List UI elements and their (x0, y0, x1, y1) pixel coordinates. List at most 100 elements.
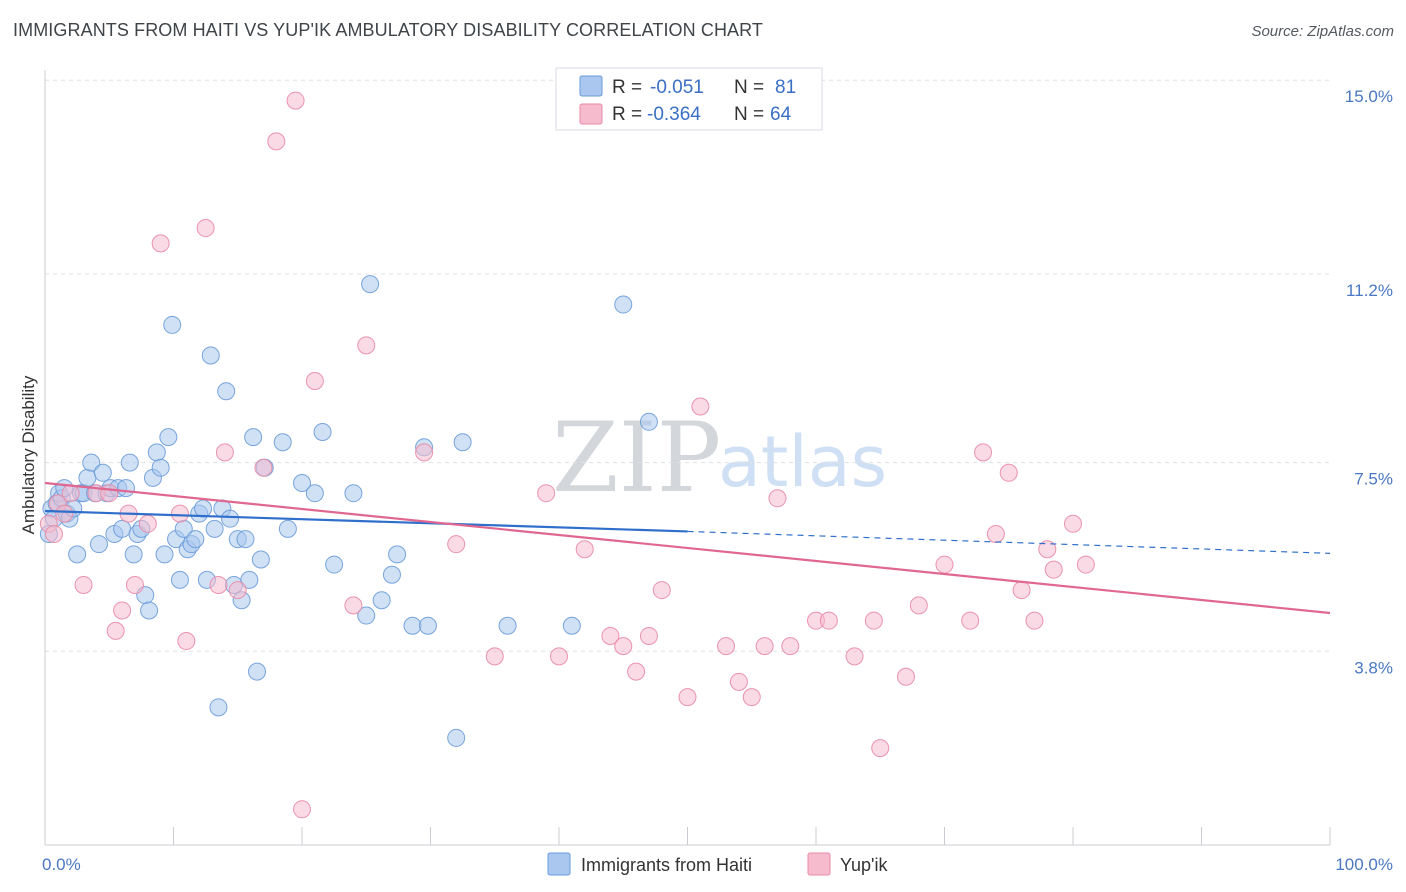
yupik-point (819, 611, 838, 630)
yupik-point (1025, 611, 1044, 630)
haiti-point (209, 698, 228, 717)
yupik-point (652, 581, 671, 600)
yupik-point (909, 596, 928, 615)
haiti-point (155, 545, 174, 564)
yupik-point (305, 372, 324, 391)
yupik-point (106, 621, 125, 640)
yupik-point (357, 336, 376, 355)
legend-n-label-haiti: N = (734, 77, 764, 98)
haiti-point (240, 570, 259, 589)
yupik-point (293, 800, 311, 819)
haiti-point (170, 570, 189, 589)
haiti-point (205, 519, 224, 538)
haiti-point (124, 545, 143, 564)
grid-layer (45, 79, 1330, 652)
haiti-point (244, 428, 263, 447)
yupik-point (627, 662, 646, 681)
yupik-point (1064, 514, 1082, 533)
yupik-point (228, 581, 247, 600)
haiti-point (217, 382, 236, 401)
yupik-point (74, 575, 93, 594)
yupik-point (999, 463, 1018, 482)
haiti-point (639, 412, 658, 431)
y-tick-label: 3.8% (1354, 658, 1393, 677)
yupik-point (254, 458, 273, 477)
yupik-point (113, 601, 132, 620)
series-legend: Immigrants from Haiti Yup'ik (547, 852, 888, 876)
haiti-point (251, 550, 270, 569)
stats-legend: R = -0.051 N = 81 R = -0.364 N = 64 (555, 67, 823, 131)
yupik-point (575, 540, 594, 559)
yupik-point (537, 484, 556, 503)
yupik-point (974, 443, 993, 462)
haiti-point (236, 530, 255, 549)
haiti-point (453, 433, 472, 452)
yupik-point (100, 484, 119, 503)
chart-title: IMMIGRANTS FROM HAITI VS YUP'IK AMBULATO… (13, 20, 764, 40)
haiti-point (159, 428, 178, 447)
yupik-point (344, 596, 363, 615)
haiti-point (151, 458, 170, 477)
haiti-point (116, 479, 135, 498)
watermark-atlas: atlas (718, 421, 887, 503)
yupik-point (614, 637, 633, 656)
series-legend-swatch-yupik (807, 852, 831, 876)
yupik-point (151, 234, 170, 253)
legend-r-value-yupik: -0.364 (647, 104, 701, 125)
yupik-point (1012, 581, 1031, 600)
haiti-point (248, 662, 267, 681)
watermark: ZIP atlas (552, 402, 887, 514)
yupik-point (209, 575, 228, 594)
yupik-point (550, 647, 568, 666)
yupik-point (447, 535, 466, 554)
yupik-point (781, 637, 800, 656)
yupik-point (755, 637, 774, 656)
yupik-point (1044, 560, 1063, 579)
yupik-point (170, 504, 189, 523)
haiti-point (89, 535, 108, 554)
yupik-point (768, 489, 787, 508)
trend-layer (44, 481, 1331, 615)
yupik-point (639, 626, 658, 645)
haiti-point (382, 565, 401, 584)
y-tick-label: 15.0% (1345, 87, 1393, 106)
haiti-trend-line (44, 509, 688, 533)
haiti-point (186, 530, 205, 549)
y-axis-title: Ambulatory Disability (19, 375, 38, 534)
x-tick-label: 100.0% (1335, 855, 1393, 874)
yupik-point (678, 688, 697, 707)
watermark-zip: ZIP (552, 402, 721, 514)
series-legend-swatch-haiti (547, 852, 571, 876)
haiti-point (82, 453, 101, 472)
yupik-point (415, 443, 434, 462)
yupik-point (55, 504, 74, 523)
yupik-point (286, 91, 305, 110)
haiti-point (357, 606, 376, 625)
haiti-point (614, 295, 633, 314)
haiti-point (325, 555, 344, 574)
haiti-point (163, 315, 182, 334)
haiti-point (418, 616, 437, 635)
x-tick-label: 0.0% (42, 855, 81, 874)
legend-n-label-yupik: N = (734, 104, 764, 125)
yupik-point (986, 524, 1005, 543)
haiti-point (403, 616, 422, 635)
haiti-point (120, 453, 139, 472)
legend-swatch-yupik (579, 103, 603, 125)
haiti-point (562, 616, 581, 635)
legend-n-value-haiti: 81 (775, 77, 796, 98)
y-tick-label: 7.5% (1354, 470, 1393, 489)
haiti-point (273, 433, 292, 452)
yupik-point (935, 555, 954, 574)
haiti-point (278, 519, 297, 538)
legend-r-value-haiti: -0.051 (650, 77, 704, 98)
haiti-point (93, 463, 112, 482)
haiti-point (293, 473, 311, 492)
yupik-point (729, 672, 748, 691)
yupik-point (1038, 540, 1057, 559)
yupik-point (177, 632, 196, 651)
haiti-trend-extension (687, 530, 1331, 554)
haiti-point (113, 519, 132, 538)
yupik-point (138, 514, 157, 533)
